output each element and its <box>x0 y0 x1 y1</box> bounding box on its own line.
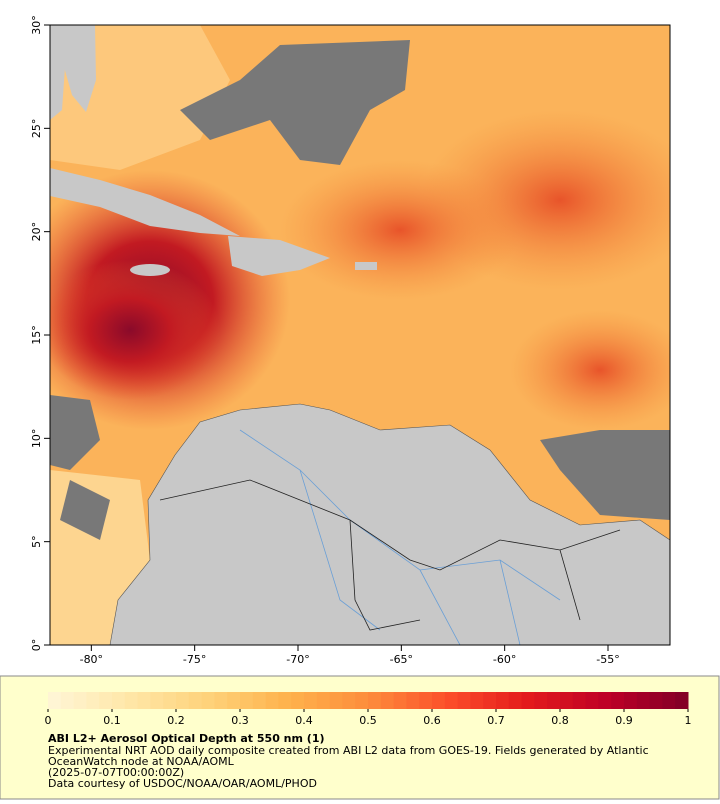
cloud <box>60 480 110 540</box>
colorbar-swatch <box>99 692 113 709</box>
y-tick-label: 10° <box>30 429 43 449</box>
x-tick-label: -70° <box>286 653 309 666</box>
colorbar-swatch <box>611 692 625 709</box>
colorbar-swatch <box>419 692 433 709</box>
colorbar-swatch <box>560 692 574 709</box>
colorbar-swatch <box>240 692 254 709</box>
colorbar-tick-label: 0.3 <box>231 714 249 727</box>
colorbar-swatch <box>572 692 587 709</box>
colorbar-tick-label: 0.8 <box>551 714 569 727</box>
colorbar-swatch <box>496 692 510 709</box>
y-tick-label: 25° <box>30 119 43 139</box>
colorbar-tick-label: 0.9 <box>615 714 633 727</box>
colorbar-swatch <box>201 692 215 709</box>
colorbar-tick-label: 0.5 <box>359 714 377 727</box>
colorbar-swatch <box>304 692 318 709</box>
colorbar-tick-label: 0.2 <box>167 714 185 727</box>
x-tick-label: -55° <box>596 653 619 666</box>
note: Data courtesy of USDOC/NOAA/OAR/AOML/PHO… <box>48 777 317 790</box>
land <box>50 168 240 236</box>
y-tick-label: 15° <box>30 325 43 345</box>
colorbar-swatch <box>291 692 305 709</box>
aod-plume <box>50 260 220 400</box>
colorbar-swatch <box>329 692 343 709</box>
colorbar: 0 0.1 0.2 0.3 0.4 0.5 0.6 0.7 0.8 0.9 1 <box>45 692 692 727</box>
x-tick-label: -65° <box>390 653 413 666</box>
colorbar-tick-label: 0 <box>45 714 52 727</box>
colorbar-swatch <box>483 692 497 709</box>
colorbar-swatch <box>73 692 87 709</box>
cloud <box>50 395 100 470</box>
colorbar-swatch <box>252 692 267 709</box>
colorbar-swatch <box>406 692 420 709</box>
colorbar-swatch <box>393 692 407 709</box>
colorbar-swatch <box>585 692 599 709</box>
colorbar-swatch <box>316 692 331 709</box>
colorbar-swatch <box>508 692 523 709</box>
y-tick-label: 20° <box>30 222 43 242</box>
colorbar-swatch <box>521 692 535 709</box>
land <box>109 403 670 645</box>
colorbar-swatch <box>112 692 126 709</box>
axes: -80° -75° -70° -65° -60° -55° 0° 5° 10° 15° 20° 25°… <box>30 15 620 666</box>
note: Experimental NRT AOD daily composite cre… <box>48 744 649 757</box>
cloud <box>180 40 410 165</box>
colorbar-swatch <box>60 692 75 709</box>
colorbar-swatch <box>86 692 100 709</box>
colorbar-swatch <box>137 692 151 709</box>
colorbar-swatch <box>598 692 612 709</box>
colorbar-swatch <box>662 692 676 709</box>
colorbar-swatch <box>150 692 164 709</box>
colorbar-swatch <box>355 692 369 709</box>
x-tick-label: -60° <box>493 653 516 666</box>
colorbar-swatch <box>163 692 177 709</box>
river <box>239 429 561 645</box>
colorbar-swatch <box>368 692 382 709</box>
land <box>228 236 330 276</box>
aod-plume <box>510 310 670 430</box>
border <box>159 479 621 631</box>
colorbar-swatch <box>675 692 689 709</box>
colorbar-swatch <box>457 692 471 709</box>
colorbar-swatch <box>649 692 663 709</box>
colorbar-swatch <box>444 692 459 709</box>
colorbar-tick-label: 0.7 <box>487 714 505 727</box>
colorbar-swatch <box>278 692 292 709</box>
colorbar-swatch <box>432 692 446 709</box>
colorbar-tick-label: 0.1 <box>103 714 121 727</box>
colorbar-tick-label: 0.4 <box>295 714 313 727</box>
colorbar-swatch <box>124 692 139 709</box>
colorbar-swatch <box>380 692 395 709</box>
colorbar-swatch <box>214 692 228 709</box>
y-tick-label: 30° <box>30 15 43 35</box>
colorbar-swatch <box>547 692 561 709</box>
note: OceanWatch node at NOAA/AOML <box>48 755 235 768</box>
colorbar-swatch <box>470 692 484 709</box>
x-tick-label: -80° <box>80 653 103 666</box>
colorbar-swatch <box>636 692 651 709</box>
colorbar-tick-label: 1 <box>685 714 692 727</box>
colorbar-tick-label: 0.6 <box>423 714 441 727</box>
colorbar-swatch <box>188 692 203 709</box>
colorbar-swatch <box>48 692 62 709</box>
colorbar-swatch <box>176 692 190 709</box>
note: (2025-07-07T00:00:00Z) <box>48 766 184 779</box>
colorbar-swatch <box>624 692 638 709</box>
cloud <box>540 430 670 520</box>
aod-plume <box>280 160 520 300</box>
land <box>355 262 377 270</box>
x-tick-label: -75° <box>183 653 206 666</box>
colorbar-swatch <box>534 692 548 709</box>
y-tick-label: 5° <box>30 535 43 548</box>
y-tick-label: 0° <box>30 639 43 652</box>
title: ABI L2+ Aerosol Optical Depth at 550 nm … <box>48 732 325 745</box>
land <box>62 25 96 112</box>
land <box>130 264 170 276</box>
colorbar-swatch <box>227 692 241 709</box>
map <box>50 25 670 645</box>
colorbar-swatch <box>265 692 279 709</box>
colorbar-swatch <box>342 692 356 709</box>
